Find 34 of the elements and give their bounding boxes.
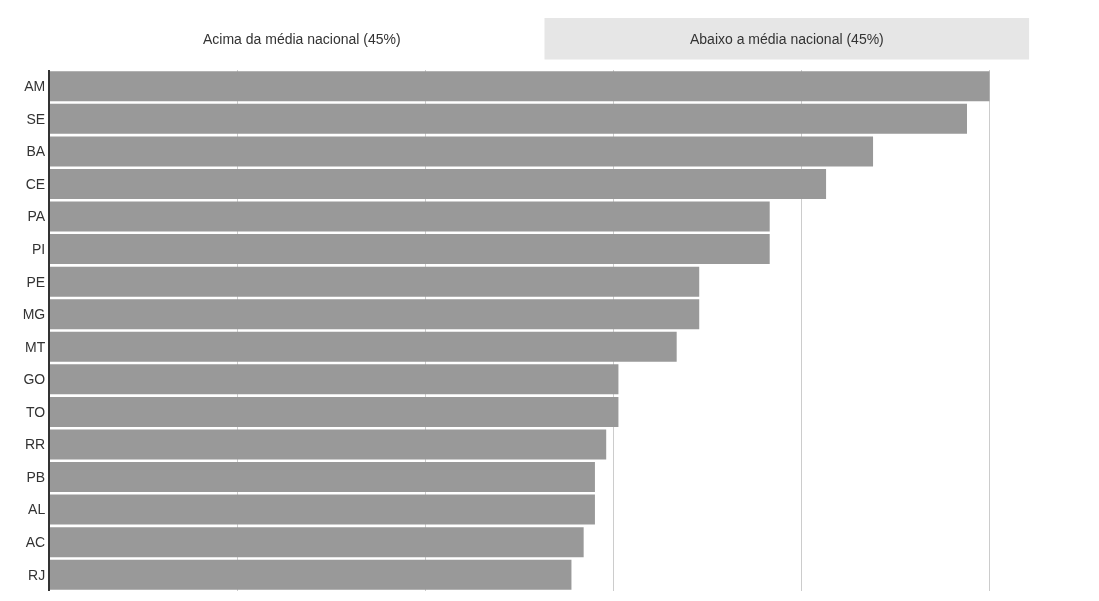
y-tick-label: BA <box>26 143 46 160</box>
bar <box>50 429 607 460</box>
bar <box>50 168 827 199</box>
y-tick-label: SE <box>26 110 46 127</box>
bar <box>50 559 572 590</box>
bar <box>50 364 619 395</box>
bar <box>50 527 584 558</box>
y-tick-label: MG <box>22 306 46 323</box>
y-tick-label: AL <box>28 501 46 518</box>
bar <box>50 331 677 362</box>
y-tick-label: RJ <box>28 566 46 583</box>
bar <box>50 71 990 102</box>
y-tick-label: PE <box>26 273 46 290</box>
bar <box>50 136 874 167</box>
y-tick-label: MT <box>24 338 46 355</box>
y-tick-label: AC <box>25 534 46 551</box>
bar <box>50 396 619 427</box>
bar <box>50 462 595 493</box>
y-tick-label: PA <box>27 208 46 225</box>
y-tick-label: RR <box>24 436 46 453</box>
text: Abaixo a média nacional (45%) <box>690 31 884 47</box>
bar <box>50 103 967 134</box>
bar <box>50 201 770 232</box>
bar <box>50 299 700 330</box>
text: Acima da média nacional (45%) <box>203 31 401 47</box>
y-tick-label: TO <box>26 403 46 420</box>
bar <box>50 234 770 265</box>
y-tick-label: PB <box>26 468 46 485</box>
y-tick-label: PI <box>31 240 46 257</box>
y-tick-label: AM <box>24 78 46 95</box>
bar <box>50 266 700 297</box>
y-tick-label: GO <box>23 371 46 388</box>
bar <box>50 494 595 525</box>
y-tick-label: CE <box>25 175 46 192</box>
